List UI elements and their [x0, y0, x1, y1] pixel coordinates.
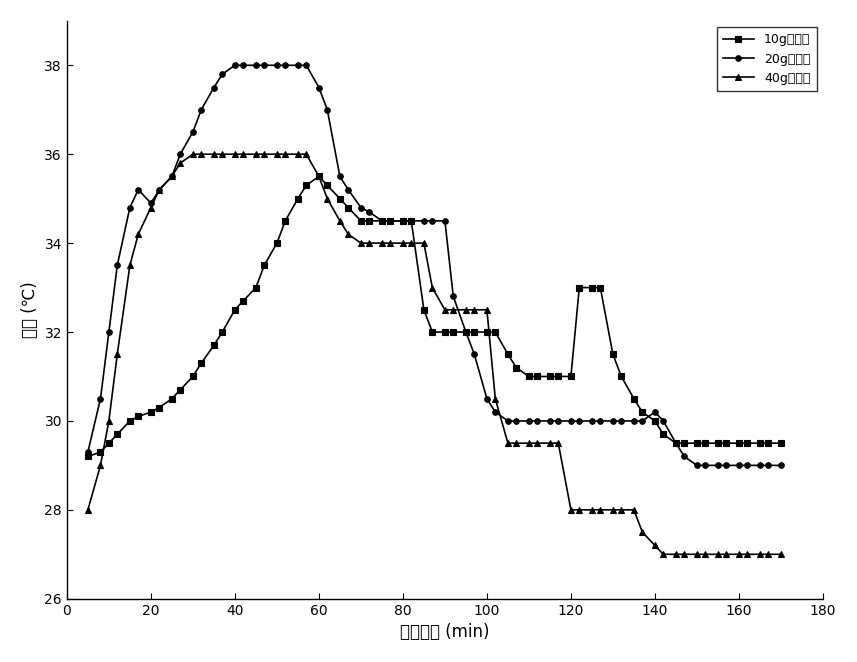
10g催化剂 [314, 173, 324, 181]
40g催化剂 [83, 506, 93, 514]
20g催化剂 [83, 448, 93, 456]
40g催化剂 [167, 173, 177, 181]
10g催化剂 [734, 439, 744, 447]
40g催化剂 [616, 506, 626, 514]
40g催化剂 [133, 230, 143, 238]
20g催化剂 [776, 461, 786, 469]
20g催化剂 [406, 217, 417, 225]
X-axis label: 反应时间 (min): 反应时间 (min) [400, 623, 489, 641]
40g催化剂 [377, 239, 387, 247]
20g催化剂 [230, 62, 240, 70]
Line: 10g催化剂: 10g催化剂 [85, 173, 783, 459]
40g催化剂 [776, 550, 786, 558]
10g催化剂 [776, 439, 786, 447]
Line: 40g催化剂: 40g催化剂 [85, 152, 783, 557]
40g催化剂 [188, 150, 198, 158]
10g催化剂 [167, 395, 177, 402]
Y-axis label: 温度 (℃): 温度 (℃) [21, 281, 39, 338]
10g催化剂 [83, 453, 93, 461]
Line: 20g催化剂: 20g催化剂 [85, 62, 783, 468]
20g催化剂 [133, 186, 143, 194]
10g催化剂 [406, 217, 417, 225]
10g催化剂 [616, 373, 626, 381]
20g催化剂 [692, 461, 702, 469]
Legend: 10g催化剂, 20g催化剂, 40g催化剂: 10g催化剂, 20g催化剂, 40g催化剂 [716, 27, 817, 91]
20g催化剂 [167, 173, 177, 181]
10g催化剂 [377, 217, 387, 225]
10g催化剂 [188, 373, 198, 381]
40g催化剂 [406, 239, 417, 247]
40g催化剂 [734, 550, 744, 558]
20g催化剂 [616, 417, 626, 425]
20g催化剂 [377, 217, 387, 225]
20g催化剂 [734, 461, 744, 469]
40g催化剂 [658, 550, 668, 558]
